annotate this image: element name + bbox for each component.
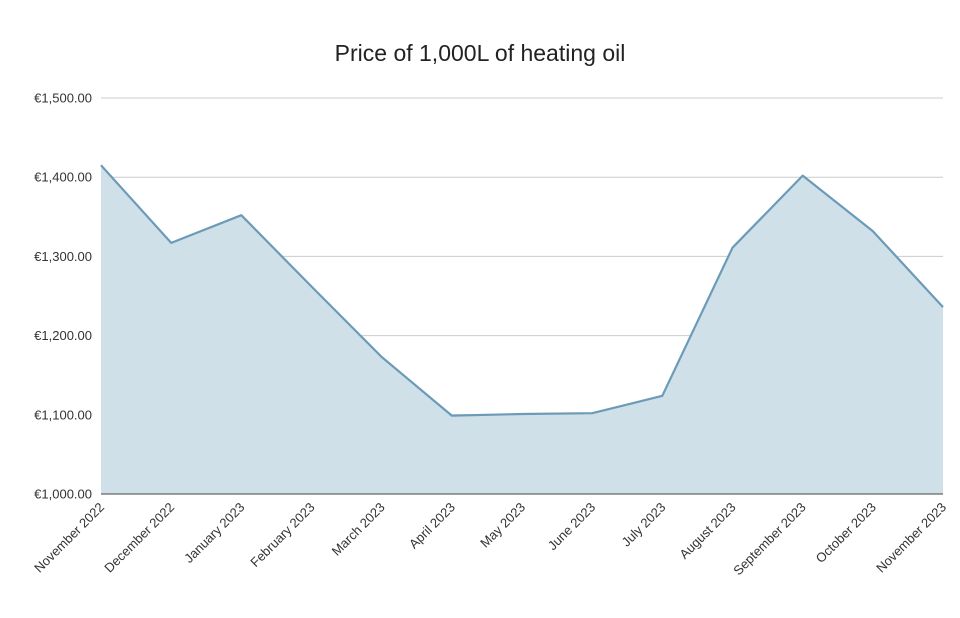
data-point [590,411,594,415]
data-point [660,394,664,398]
y-tick-label: €1,400.00 [34,170,92,185]
data-point [310,284,314,288]
y-axis-ticks: €1,000.00 €1,100.00 €1,200.00 €1,300.00 €1,4… [34,91,92,502]
x-tick-label: November 2022 [31,500,107,576]
x-tick-label: October 2023 [813,500,879,566]
data-point [871,229,875,233]
y-tick-label: €1,200.00 [34,328,92,343]
x-tick-label: March 2023 [329,500,388,559]
x-tick-label: September 2023 [730,500,809,579]
data-point [941,305,945,309]
x-tick-label: May 2023 [477,500,528,551]
y-tick-label: €1,300.00 [34,249,92,264]
data-point [99,163,103,167]
x-tick-label: February 2023 [247,500,317,570]
data-point [520,412,524,416]
x-tick-label: April 2023 [406,500,458,552]
y-tick-label: €1,500.00 [34,91,92,106]
chart-title: Price of 1,000L of heating oil [334,40,626,66]
area-fill [101,165,943,495]
series-line [100,164,944,417]
y-tick-label: €1,000.00 [34,487,92,502]
data-point [450,414,454,418]
x-tick-label: December 2022 [101,500,177,576]
x-tick-label: June 2023 [545,500,599,554]
x-tick-label: July 2023 [618,500,668,550]
x-tick-label: January 2023 [181,500,247,566]
x-tick-label: August 2023 [676,500,738,562]
data-point [380,355,384,359]
data-point [801,174,805,178]
data-point [169,241,173,245]
x-tick-label: November 2023 [873,500,949,576]
data-point [239,213,243,217]
y-tick-label: €1,100.00 [34,407,92,422]
data-point [731,246,735,250]
